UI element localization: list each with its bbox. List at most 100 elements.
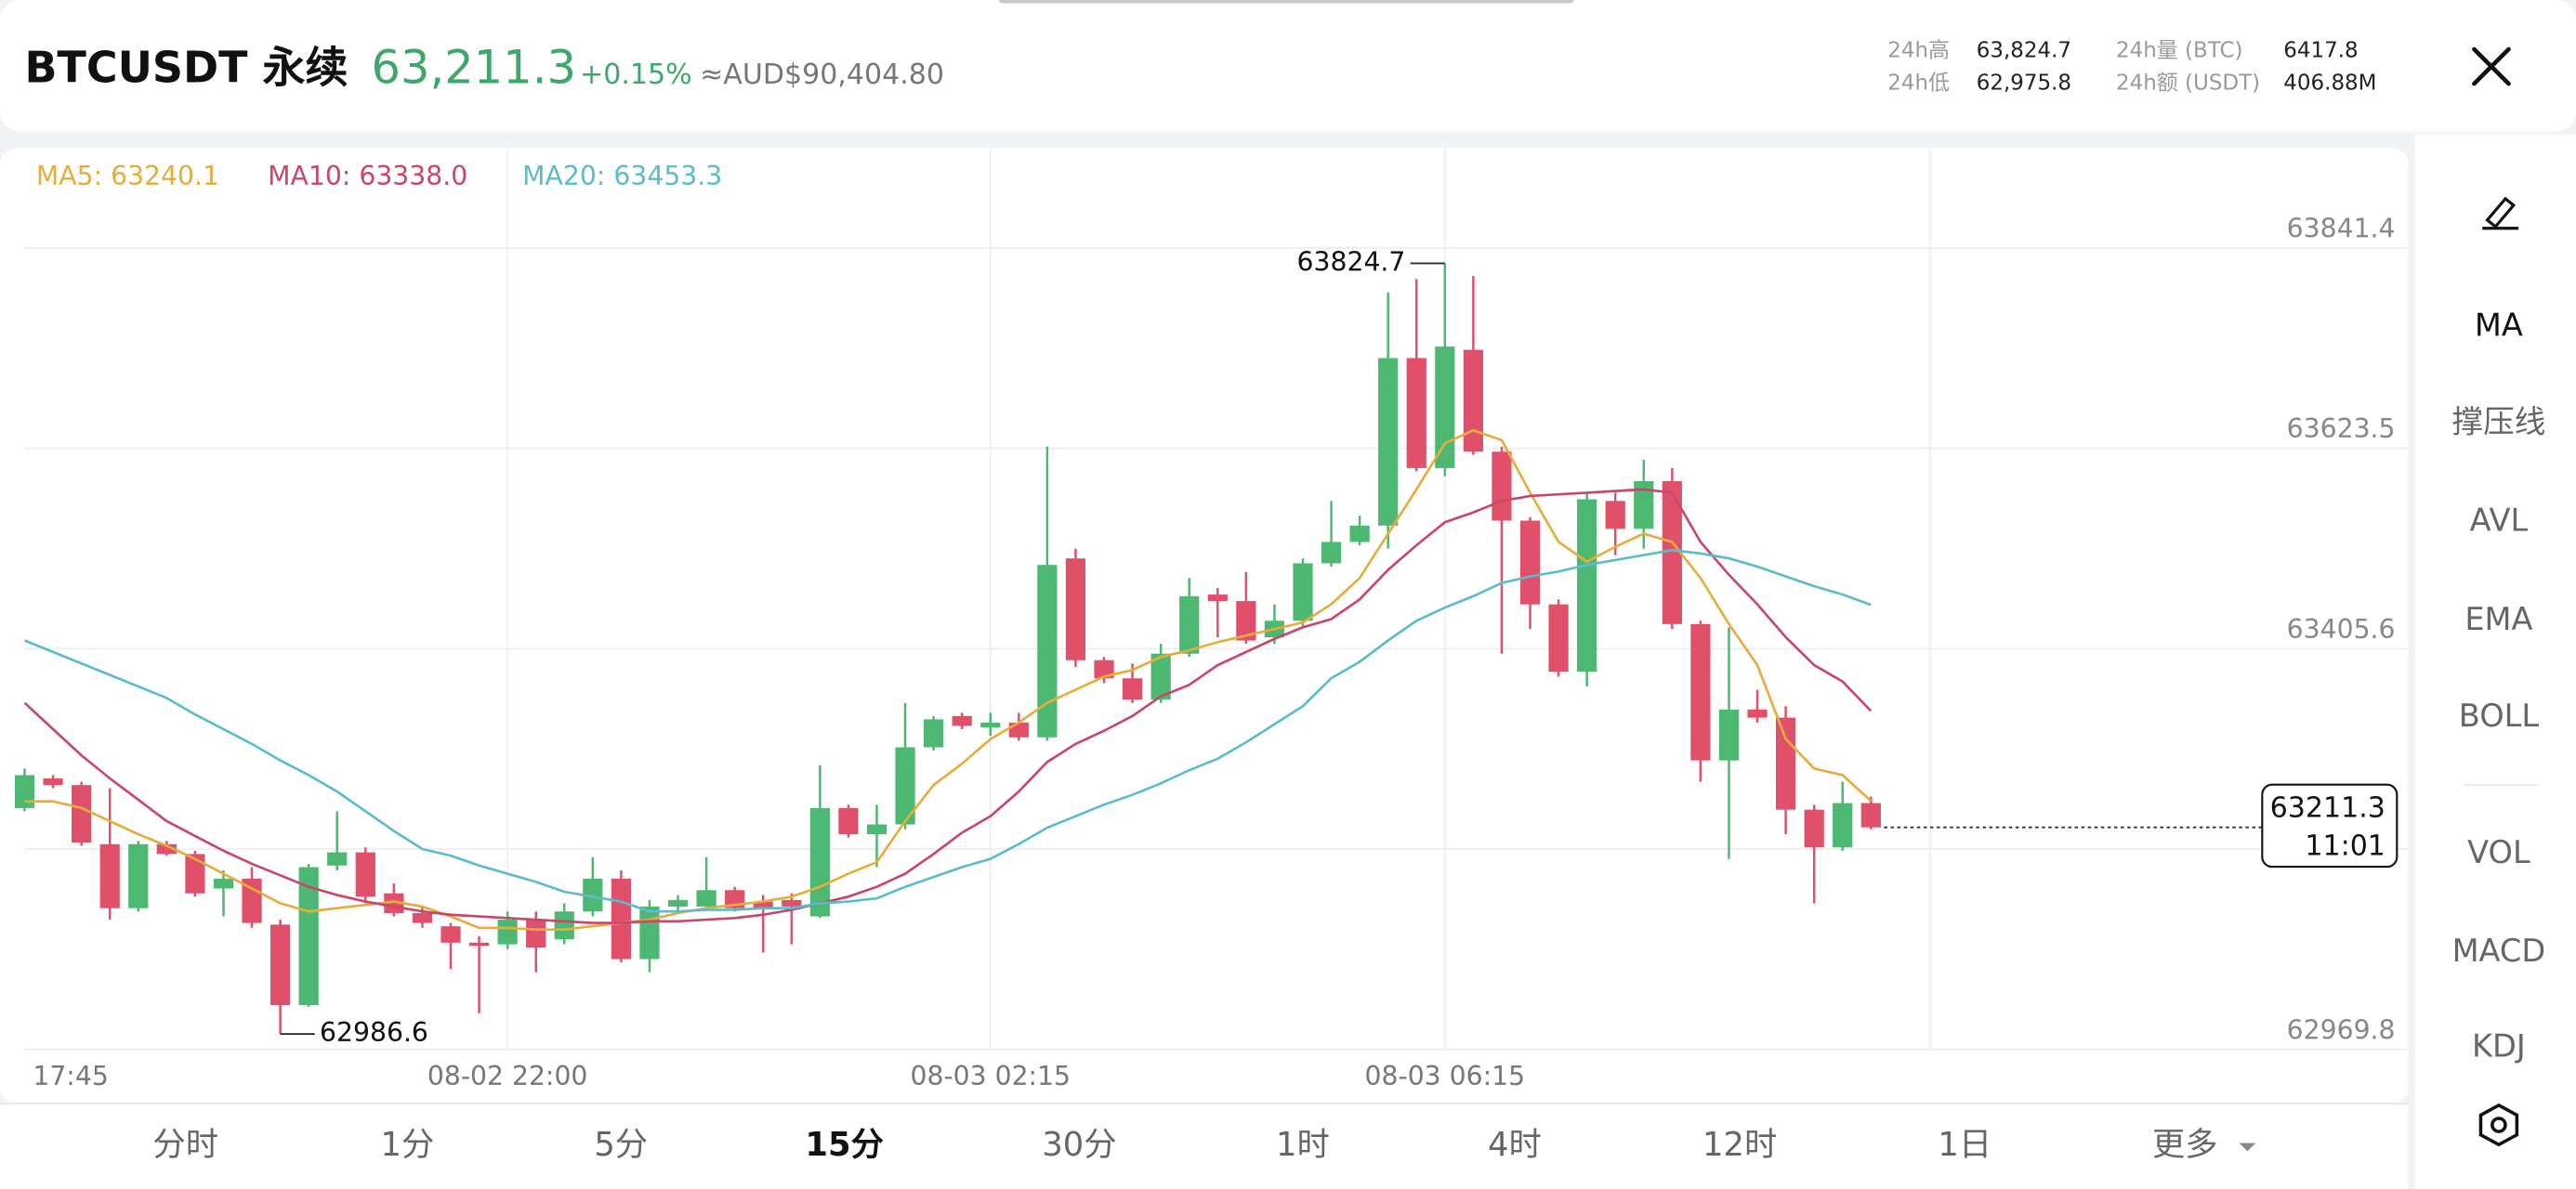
candle-body — [809, 807, 830, 917]
candle-body — [924, 719, 944, 748]
candle-body — [156, 843, 177, 855]
candle-body — [1718, 709, 1740, 761]
dropdown-arrow — [2239, 1143, 2256, 1152]
candle-body — [128, 843, 149, 908]
indicator-button[interactable]: MACD — [2452, 933, 2546, 969]
candle-body — [1150, 653, 1171, 700]
candle-body — [468, 942, 490, 947]
timeframe-tab[interactable]: 更多 — [2152, 1126, 2218, 1164]
low-label: 62986.6 — [320, 1017, 428, 1048]
candle-body — [866, 824, 887, 835]
candle-body — [895, 747, 915, 825]
stat-value: 63,824.7 — [1977, 38, 2071, 62]
candle-body — [1037, 565, 1058, 738]
candle-body — [99, 843, 120, 908]
candle-body — [1065, 558, 1086, 660]
candle-body — [980, 722, 1001, 728]
candle-body — [355, 852, 375, 897]
candle-body — [952, 715, 972, 726]
timeframe-tab[interactable]: 12时 — [1702, 1126, 1777, 1164]
candle-body — [1833, 803, 1853, 848]
indicator-button[interactable]: KDJ — [2472, 1027, 2526, 1064]
candle-body — [1207, 594, 1228, 602]
x-tick-label: 08-03 02:15 — [910, 1061, 1071, 1091]
indicator-button[interactable]: MA — [2475, 307, 2523, 343]
high-label: 63824.7 — [1297, 247, 1406, 278]
candle-body — [1577, 499, 1597, 673]
symbol: BTCUSDT 永续 — [25, 43, 348, 93]
candle-body — [327, 852, 348, 866]
stat-label: 24h额 (USDT) — [2116, 72, 2260, 96]
stat-label: 24h量 (BTC) — [2116, 38, 2242, 62]
stat-value: 62,975.8 — [1977, 72, 2071, 96]
candle-body — [298, 867, 319, 1006]
candle-body — [213, 878, 234, 889]
settings-icon[interactable] — [2478, 1103, 2519, 1147]
indicator-button[interactable]: BOLL — [2459, 698, 2540, 734]
candle-body — [497, 920, 518, 945]
y-tick-label: 63405.6 — [2287, 614, 2396, 645]
candle-body — [667, 899, 689, 907]
sidebar-panel — [2414, 134, 2576, 1189]
drag-handle[interactable] — [998, 0, 1574, 4]
close-button[interactable] — [2472, 46, 2511, 86]
candle-body — [1690, 623, 1711, 761]
candlestick-chart: 63841.463623.563405.663187.762969.817:45… — [14, 148, 2409, 1091]
candle-body — [1492, 451, 1512, 521]
candle-body — [782, 899, 802, 907]
candle-body — [1463, 349, 1484, 452]
legend-entry: MA20: 63453.3 — [522, 161, 722, 191]
indicator-button[interactable]: 撑压线 — [2452, 404, 2546, 440]
candle-body — [554, 911, 574, 940]
timeframe-tab[interactable]: 4时 — [1488, 1126, 1542, 1164]
ma-line — [24, 428, 1873, 931]
candle-body — [1321, 542, 1342, 564]
timeframe-tab[interactable]: 分时 — [152, 1126, 218, 1164]
candle-body — [1634, 481, 1654, 529]
price-box-value: 63211.3 — [2270, 792, 2385, 825]
x-tick-label: 08-03 06:15 — [1365, 1061, 1526, 1091]
price-box — [2261, 783, 2399, 869]
x-tick-label: 17:45 — [33, 1061, 108, 1091]
stat-value: 406.88M — [2283, 72, 2376, 96]
candle-body — [583, 878, 603, 912]
indicator-button[interactable]: EMA — [2464, 601, 2532, 637]
candle-body — [185, 854, 205, 894]
timeframe-bar — [0, 1104, 2409, 1189]
controls: MA 撑压线 AVL EMA BOLL VOL MACD KDJ 分时 1分 5分 15分 30分 1时 4… — [152, 307, 2545, 1164]
ma-line — [24, 548, 1872, 913]
candle-body — [1776, 717, 1796, 810]
candle-body — [753, 901, 773, 908]
timeframe-tab[interactable]: 15分 — [805, 1126, 884, 1164]
candle-body — [1236, 601, 1256, 641]
candle-body — [1804, 809, 1824, 848]
candle-body — [412, 913, 433, 923]
candle-body — [611, 878, 632, 960]
last-price: 63,211.3 — [372, 41, 576, 95]
candle-body — [1860, 803, 1881, 828]
indicator-button[interactable]: AVL — [2470, 503, 2529, 539]
timeframe-tab[interactable]: 1分 — [381, 1126, 435, 1164]
candle-body — [1122, 678, 1143, 700]
candle-body — [1406, 358, 1426, 468]
candle-body — [1293, 563, 1313, 621]
candle-body — [1008, 722, 1029, 738]
candle-body — [1179, 595, 1200, 654]
pen-icon[interactable] — [2482, 196, 2519, 230]
candle-body — [1747, 709, 1768, 718]
price-box-countdown: 11:01 — [2305, 830, 2385, 862]
header-panel — [0, 0, 2576, 132]
timeframe-tab[interactable]: 1时 — [1276, 1126, 1330, 1164]
y-tick-label: 63841.4 — [2287, 214, 2396, 244]
candle-body — [1435, 346, 1455, 468]
change: +0.15% — [580, 59, 692, 91]
indicator-button[interactable]: VOL — [2467, 834, 2530, 870]
fiat-price: ≈AUD$90,404.80 — [700, 59, 944, 91]
timeframe-tab[interactable]: 1日 — [1938, 1126, 1991, 1164]
timeframe-tab[interactable]: 30分 — [1042, 1126, 1116, 1164]
candle-body — [838, 807, 859, 835]
x-tick-label: 08-02 22:00 — [427, 1061, 588, 1091]
candle-body — [1605, 501, 1625, 529]
timeframe-tab[interactable]: 5分 — [594, 1126, 648, 1164]
